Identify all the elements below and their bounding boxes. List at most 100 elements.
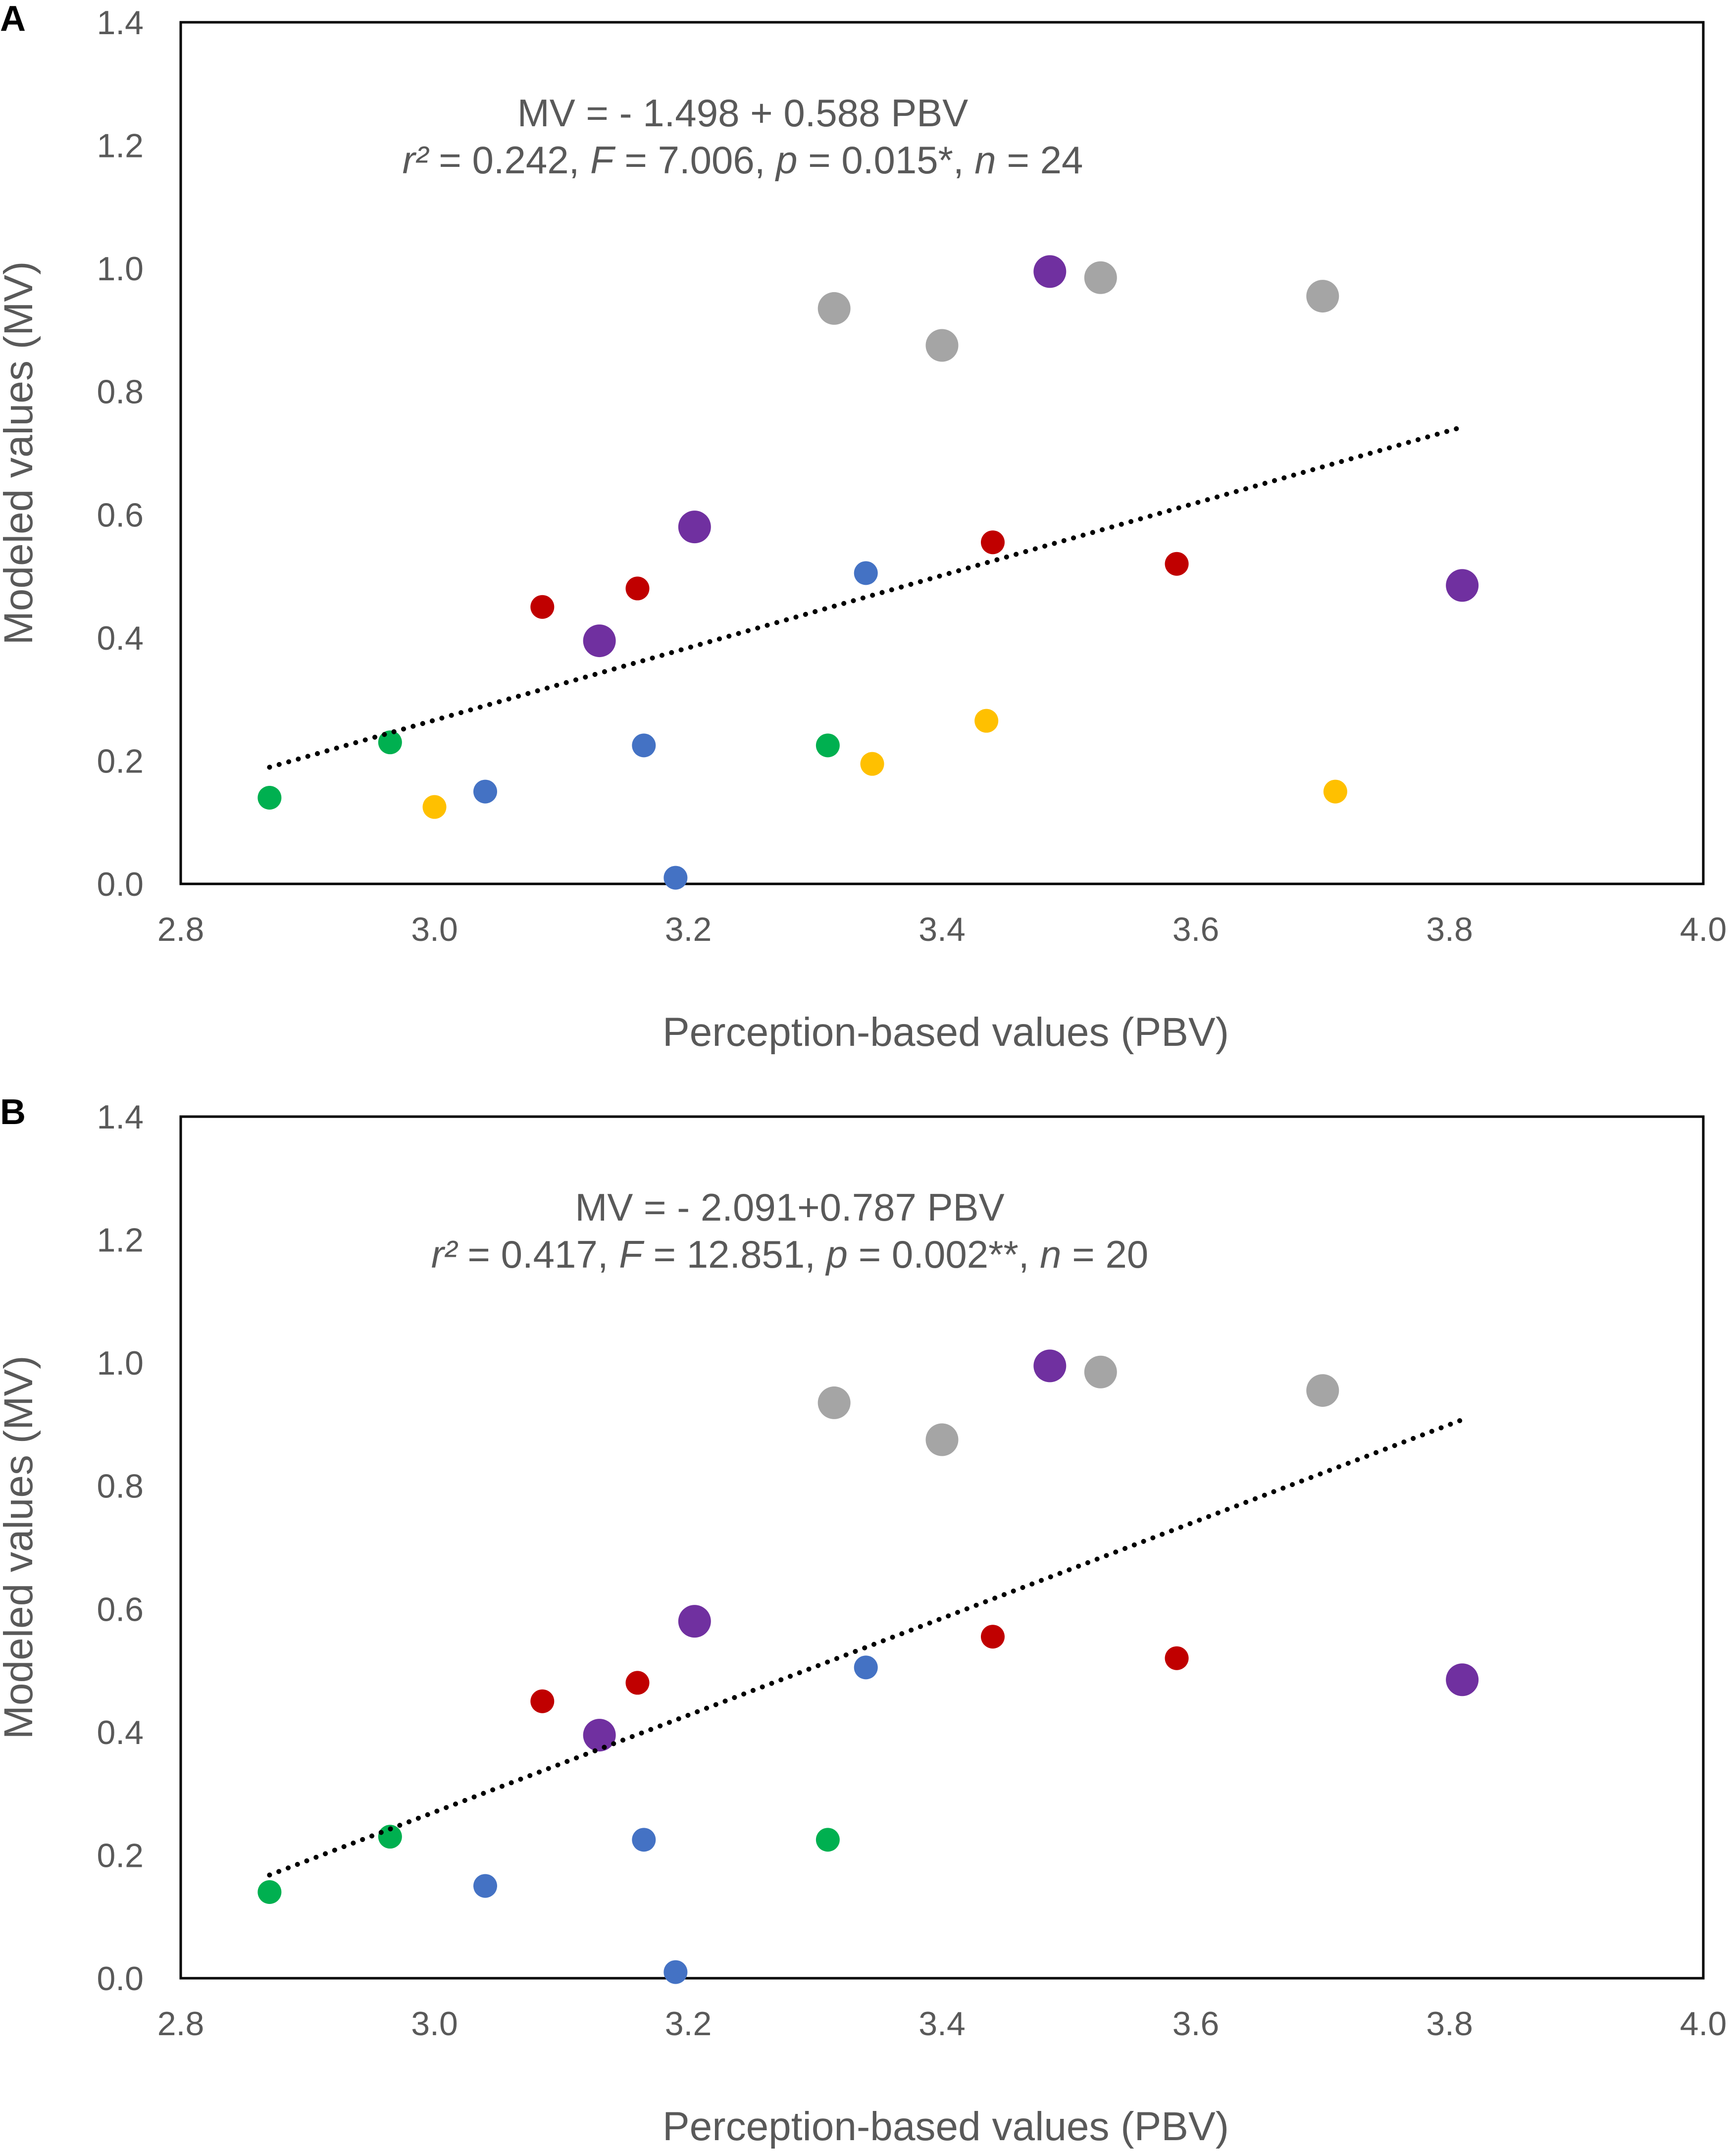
data-point-purple	[1446, 1663, 1479, 1696]
y-tick-label: 1.4	[97, 1098, 144, 1136]
data-point-red	[1165, 1646, 1189, 1670]
y-tick-label: 0.4	[97, 1714, 144, 1751]
x-tick-label: 3.0	[411, 2005, 458, 2043]
data-point-green	[816, 1828, 840, 1852]
f-value: = 7.006,	[614, 138, 776, 182]
x-tick-label: 2.8	[157, 2005, 204, 2043]
data-point-yellow	[974, 709, 999, 733]
n-symbol: n	[974, 138, 996, 182]
data-point-purple	[583, 1719, 616, 1752]
panel-a: A 0.0 0.2 0.4 0.6 0.8 1.0 1.2 1.4 2.8 3.0 3.2 3.4 3…	[0, 0, 1727, 1055]
data-point-blue	[663, 866, 688, 890]
regression-statistics: r² = 0.417, F = 12.851, p = 0.002**, n =…	[431, 1232, 1148, 1276]
r2-symbol: r²	[431, 1232, 459, 1276]
r2-value: = 0.242,	[428, 138, 590, 182]
x-axis-label: Perception-based values (PBV)	[663, 1010, 1229, 1055]
data-points	[257, 255, 1479, 890]
p-symbol: p	[825, 1232, 848, 1276]
x-tick-label: 3.2	[665, 2005, 712, 2043]
plot-frame	[179, 1115, 1705, 1980]
data-point-gray	[1084, 261, 1117, 294]
x-tick-label: 3.8	[1426, 911, 1473, 948]
n-symbol: n	[1040, 1232, 1061, 1276]
y-tick-label: 0.2	[97, 742, 144, 780]
data-point-blue	[473, 1874, 497, 1898]
data-point-gray	[1306, 1374, 1339, 1407]
y-tick-labels: 0.0 0.2 0.4 0.6 0.8 1.0 1.2 1.4	[97, 1098, 144, 1998]
x-tick-label: 3.2	[665, 911, 712, 948]
x-tick-label: 3.8	[1426, 2005, 1473, 2043]
n-value: = 24	[996, 138, 1083, 182]
panel-letter: B	[0, 1092, 26, 1132]
x-tick-labels: 2.8 3.0 3.2 3.4 3.6 3.8 4.0	[157, 911, 1727, 948]
data-point-purple	[1033, 255, 1067, 288]
data-point-red	[530, 595, 555, 619]
data-point-gray	[925, 329, 959, 362]
data-point-blue	[663, 1960, 688, 1984]
data-point-red	[530, 1689, 555, 1713]
p-value: = 0.002**,	[848, 1232, 1040, 1276]
panel-b: B 0.0 0.2 0.4 0.6 0.8 1.0 1.2 1.4 2.8 3.0 3.2 3.4 3…	[0, 1092, 1727, 2149]
data-point-red	[981, 1625, 1005, 1649]
data-point-purple	[1446, 569, 1479, 602]
x-tick-label: 3.4	[918, 911, 966, 948]
f-value: = 12.851,	[643, 1232, 826, 1276]
x-axis-label: Perception-based values (PBV)	[663, 2104, 1229, 2149]
data-point-blue	[632, 733, 656, 758]
data-point-purple	[1033, 1349, 1067, 1383]
y-tick-label: 1.2	[97, 127, 144, 165]
trendline	[267, 424, 1465, 770]
data-point-red	[625, 576, 650, 601]
regression-equation: MV = - 2.091+0.787 PBV	[575, 1185, 1004, 1229]
y-tick-label: 1.2	[97, 1222, 144, 1259]
data-point-green	[257, 786, 282, 810]
data-point-gray	[1084, 1355, 1117, 1388]
f-symbol: F	[590, 138, 616, 182]
y-axis-label: Modeled values (MV)	[0, 1356, 41, 1740]
p-symbol: p	[775, 138, 797, 182]
data-point-green	[816, 733, 840, 758]
r2-symbol: r²	[403, 138, 430, 182]
data-point-yellow	[422, 795, 447, 819]
p-value: = 0.015*,	[798, 138, 975, 182]
y-tick-label: 1.4	[97, 4, 144, 42]
data-point-green	[378, 1825, 402, 1849]
data-point-purple	[678, 511, 711, 544]
y-tick-label: 1.0	[97, 250, 144, 288]
x-tick-label: 4.0	[1680, 2005, 1727, 2043]
data-point-red	[1165, 552, 1189, 576]
x-tick-labels: 2.8 3.0 3.2 3.4 3.6 3.8 4.0	[157, 2005, 1727, 2043]
data-point-blue	[473, 779, 497, 804]
data-point-blue	[854, 561, 878, 585]
y-tick-labels: 0.0 0.2 0.4 0.6 0.8 1.0 1.2 1.4	[97, 4, 144, 903]
data-points	[257, 1349, 1479, 1984]
data-point-yellow	[860, 752, 884, 776]
y-tick-label: 0.0	[97, 866, 144, 903]
regression-statistics: r² = 0.242, F = 7.006, p = 0.015*, n = 2…	[403, 138, 1083, 182]
data-point-purple	[583, 624, 616, 658]
x-tick-label: 3.0	[411, 911, 458, 948]
data-point-purple	[678, 1605, 711, 1638]
y-tick-label: 0.8	[97, 1468, 144, 1505]
data-point-yellow	[1323, 779, 1347, 804]
y-tick-label: 0.6	[97, 1591, 144, 1628]
data-point-gray	[925, 1423, 959, 1456]
n-value: = 20	[1062, 1232, 1149, 1276]
trendline	[267, 1417, 1465, 1878]
y-tick-label: 0.2	[97, 1837, 144, 1874]
data-point-red	[981, 530, 1005, 555]
x-tick-label: 3.6	[1172, 911, 1220, 948]
x-tick-label: 4.0	[1680, 911, 1727, 948]
x-tick-label: 3.4	[918, 2005, 966, 2043]
data-point-gray	[1306, 280, 1339, 313]
f-symbol: F	[619, 1232, 645, 1276]
data-point-green	[257, 1880, 282, 1904]
y-tick-label: 0.6	[97, 496, 144, 534]
data-point-gray	[817, 1386, 851, 1419]
regression-equation: MV = - 1.498 + 0.588 PBV	[517, 91, 968, 135]
data-point-red	[625, 1671, 650, 1695]
x-tick-label: 2.8	[157, 911, 204, 948]
y-tick-label: 0.0	[97, 1960, 144, 1998]
x-tick-label: 3.6	[1172, 2005, 1220, 2043]
